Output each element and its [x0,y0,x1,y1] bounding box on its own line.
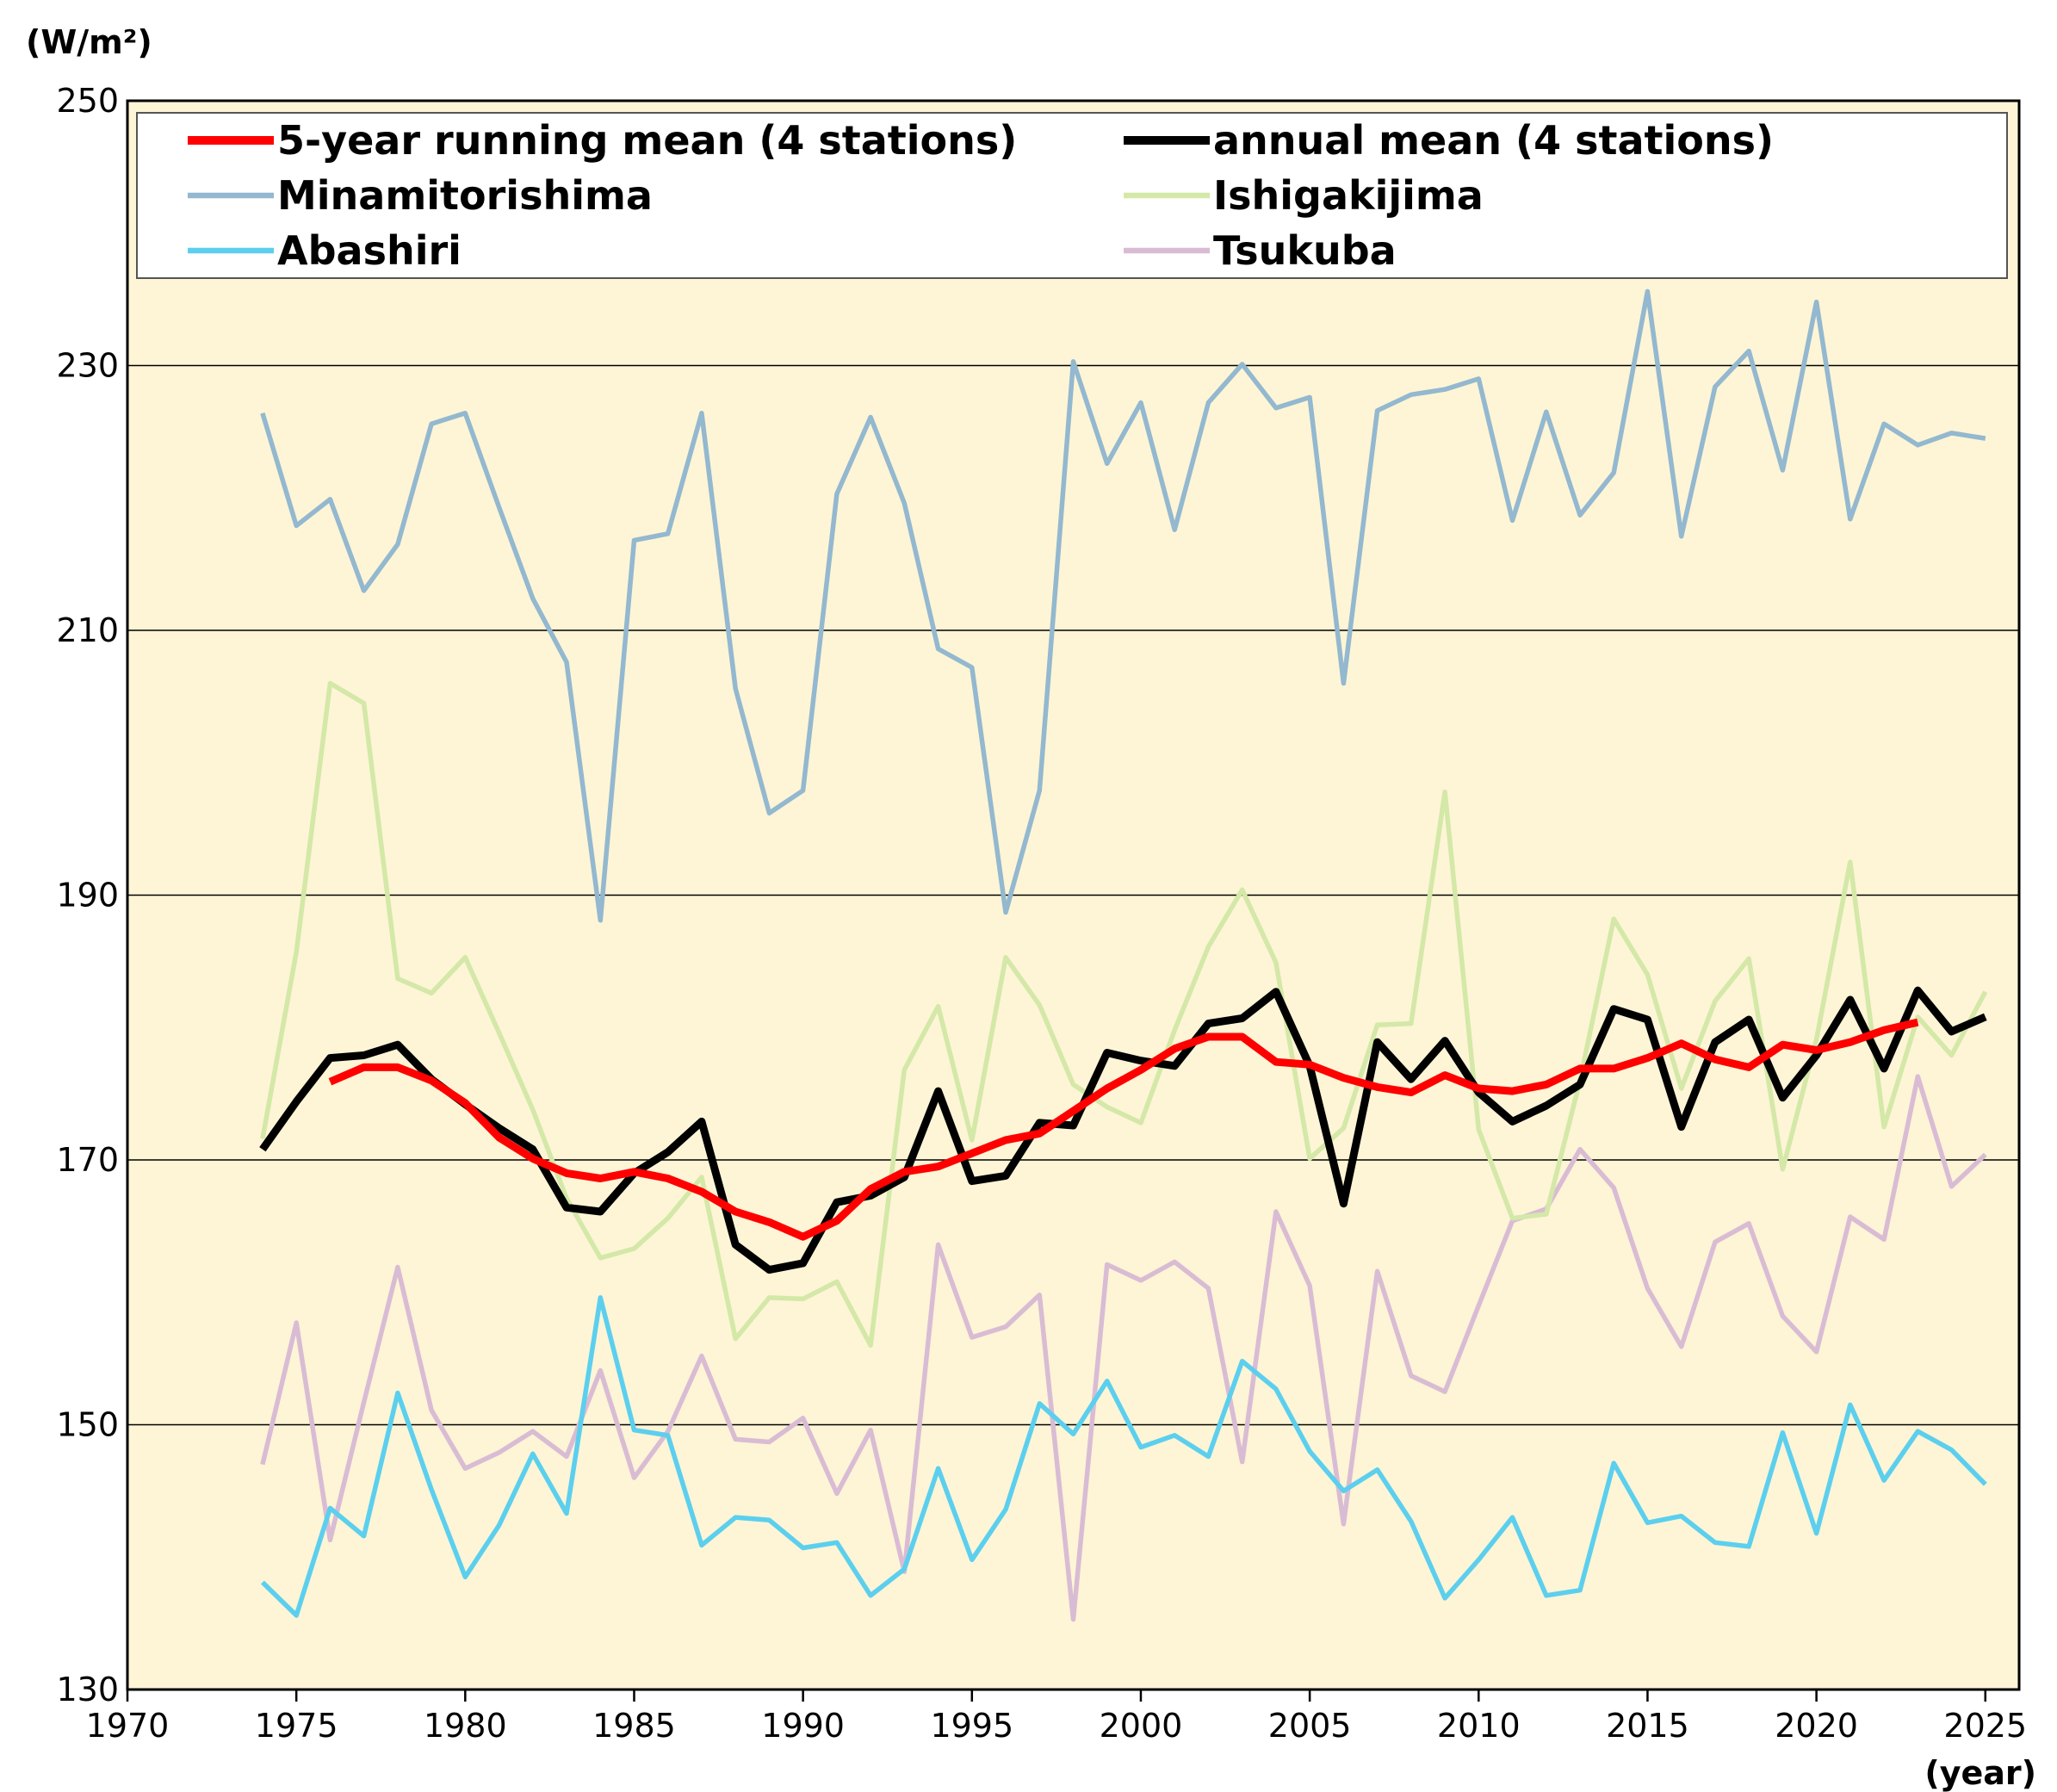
legend-label: Abashiri [277,227,462,274]
x-tick-label: 2015 [1606,1707,1689,1745]
y-tick-label: 190 [56,877,119,915]
legend-label: 5-year running mean (4 stations) [277,117,1017,164]
x-tick-label: 2020 [1775,1707,1858,1745]
legend-label: Ishigakijima [1213,172,1484,219]
legend-label: Tsukuba [1213,227,1397,274]
legend-label: annual mean (4 stations) [1213,117,1774,164]
legend-box [136,112,2008,279]
series-line [328,1018,1919,1241]
series-line [260,680,1988,1349]
x-tick-label: 1970 [86,1707,170,1745]
x-tick-label: 1990 [761,1707,845,1745]
x-tick-label: 1985 [592,1707,676,1745]
x-tick-label: 1975 [255,1707,338,1745]
y-tick-label: 150 [56,1406,119,1444]
y-axis-label: (W/m²) [26,23,152,61]
x-tick-label: 1980 [424,1707,507,1745]
series-line [260,1074,1987,1622]
x-tick-label: 2025 [1943,1707,2027,1745]
x-tick-label: 1995 [930,1707,1013,1745]
legend-label: Minamitorishima [277,172,653,219]
y-tick-label: 250 [56,82,119,120]
series-line [259,986,1987,1274]
y-tick-label: 230 [56,347,119,385]
x-axis-label: (year) [1924,1754,2036,1792]
y-tick-label: 210 [56,611,119,649]
plot-frame [126,99,2021,1691]
y-tick-label: 130 [56,1671,119,1708]
series-line [260,1295,1987,1618]
x-tick-label: 2005 [1268,1707,1352,1745]
x-tick-label: 2010 [1437,1707,1521,1745]
series-line [260,288,1986,923]
x-tick-label: 2000 [1100,1707,1183,1745]
y-tick-label: 170 [56,1141,119,1179]
